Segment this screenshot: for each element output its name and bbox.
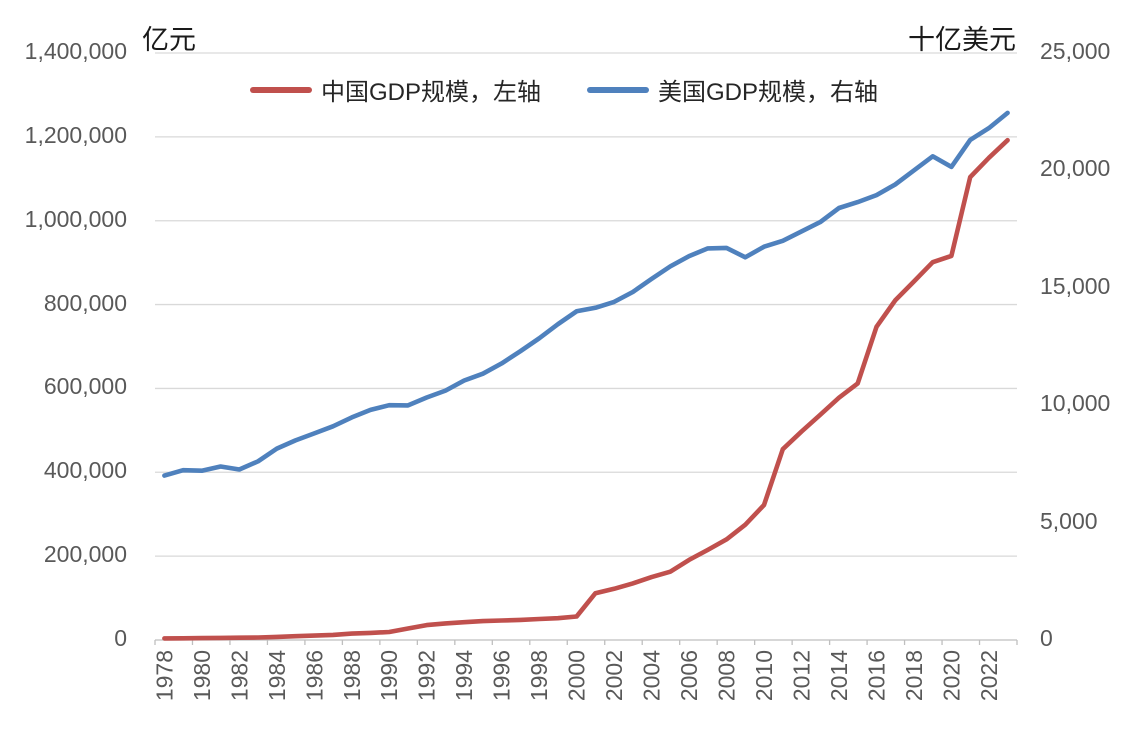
x-tick-label: 1984 [264,650,290,701]
x-tick-label: 2000 [564,650,590,701]
x-tick-label: 1978 [151,650,177,701]
us-gdp-line [162,110,1010,478]
x-tick-label: 1998 [526,650,552,701]
right-axis-title: 十亿美元 [908,25,1016,55]
x-tick-label: 2012 [789,650,815,701]
x-tick-label: 2004 [639,650,665,701]
right-axis-tick-label: 0 [1040,625,1053,651]
china-gdp-line [162,137,1010,641]
x-tick-label: 2016 [863,650,889,701]
x-tick-label: 2018 [901,650,927,701]
x-tick-label: 1996 [489,650,515,701]
x-tick-label: 1988 [339,650,365,701]
legend-swatch-usa-line [587,86,649,93]
x-tick-label: 1990 [376,650,402,701]
left-axis-tick-label: 1,200,000 [24,121,127,148]
x-tick-label: 2002 [601,650,627,701]
left-axis-tick-label: 600,000 [43,373,127,400]
legend-swatch-china-line [249,86,312,93]
x-tick-label: 2006 [676,650,702,701]
x-tick-label: 2010 [751,650,777,701]
left-axis-tick-label: 800,000 [43,289,127,316]
left-axis-tick-label: 1,000,000 [24,205,127,232]
x-tick-label: 1994 [451,650,477,701]
x-tick-label: 2008 [714,650,740,701]
right-axis-tick-label: 20,000 [1040,155,1111,182]
x-tick-label: 1992 [414,650,440,701]
left-axis-tick-label: 0 [114,625,127,651]
right-axis-tick-label: 15,000 [1040,272,1111,299]
right-axis-tick-label: 25,000 [1040,38,1111,64]
x-tick-label: 2022 [976,650,1002,701]
x-tick-label: 1986 [301,650,327,701]
x-tick-label: 1980 [189,650,215,701]
x-tick-label: 1982 [226,650,252,701]
legend-label-usa: 美国GDP规模，右轴 [658,79,879,106]
x-tick-label: 2014 [826,650,852,701]
legend-item-usa: 美国GDP规模，右轴 [587,72,878,107]
left-axis-tick-label: 200,000 [43,541,127,568]
x-tick-label: 2020 [938,650,964,701]
legend: 中国GDP规模，左轴 美国GDP规模，右轴 [0,72,1128,107]
right-axis-tick-label: 10,000 [1040,390,1111,417]
left-axis-tick-label: 1,400,000 [24,38,127,64]
legend-item-china: 中国GDP规模，左轴 [249,72,541,107]
left-axis-title: 亿元 [142,25,196,55]
legend-label-china: 中国GDP规模，左轴 [320,79,541,106]
left-axis-tick-label: 400,000 [43,457,127,484]
right-axis-tick-label: 5,000 [1040,507,1098,534]
